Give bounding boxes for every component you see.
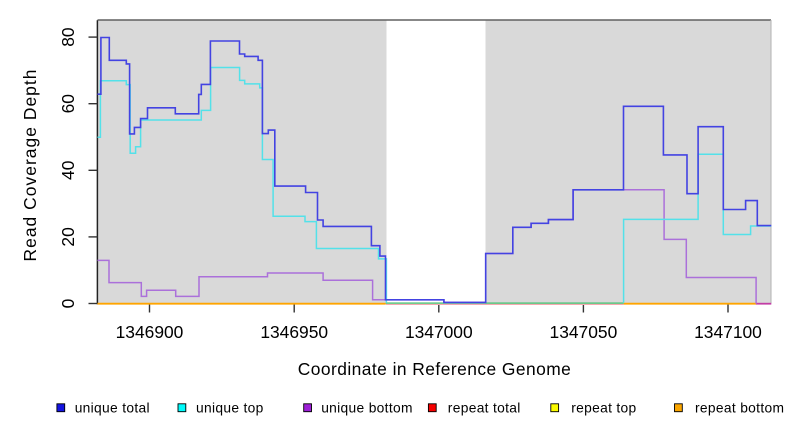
svg-text:Read Coverage Depth: Read Coverage Depth bbox=[20, 69, 40, 262]
svg-text:repeat total: repeat total bbox=[448, 401, 521, 416]
svg-text:unique total: unique total bbox=[75, 401, 150, 416]
svg-text:1347000: 1347000 bbox=[405, 322, 473, 342]
svg-text:20: 20 bbox=[58, 227, 78, 246]
svg-text:1346950: 1346950 bbox=[260, 322, 328, 342]
svg-text:0: 0 bbox=[58, 299, 78, 309]
svg-text:40: 40 bbox=[58, 161, 78, 180]
svg-text:Coordinate in Reference Genome: Coordinate in Reference Genome bbox=[298, 359, 572, 379]
svg-text:80: 80 bbox=[58, 27, 78, 46]
svg-text:1347100: 1347100 bbox=[694, 322, 762, 342]
svg-text:1346900: 1346900 bbox=[116, 322, 184, 342]
svg-text:unique bottom: unique bottom bbox=[321, 401, 413, 416]
svg-text:60: 60 bbox=[58, 94, 78, 113]
svg-text:repeat bottom: repeat bottom bbox=[695, 401, 784, 416]
svg-text:repeat top: repeat top bbox=[571, 401, 636, 416]
svg-text:unique top: unique top bbox=[196, 401, 264, 416]
svg-text:1347050: 1347050 bbox=[550, 322, 618, 342]
